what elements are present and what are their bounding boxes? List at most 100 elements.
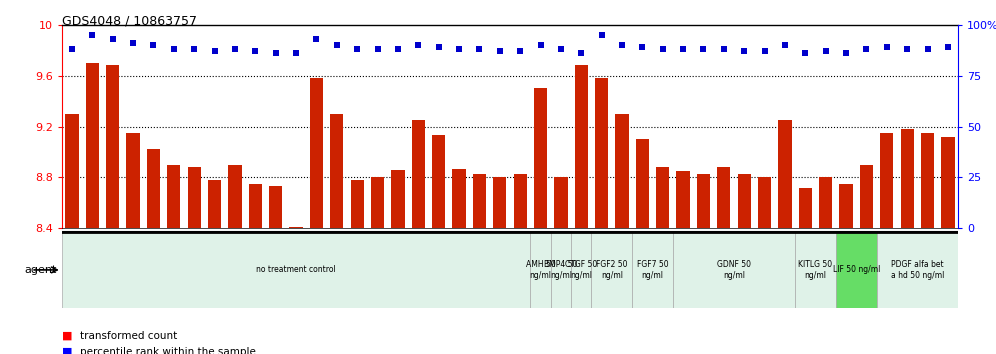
Bar xyxy=(411,120,425,228)
Bar xyxy=(717,167,730,228)
Point xyxy=(227,46,243,52)
Bar xyxy=(656,167,669,228)
Text: agent: agent xyxy=(24,265,57,275)
Bar xyxy=(371,177,384,228)
Point xyxy=(878,44,894,50)
Bar xyxy=(290,227,303,228)
Point xyxy=(370,46,385,52)
Bar xyxy=(571,232,592,308)
Text: FGF7 50
ng/ml: FGF7 50 ng/ml xyxy=(636,260,668,280)
Point xyxy=(64,46,80,52)
Text: GSM510050: GSM510050 xyxy=(760,230,769,276)
Bar xyxy=(66,114,79,228)
Text: GSM510040: GSM510040 xyxy=(374,230,382,276)
Point xyxy=(716,46,732,52)
Bar xyxy=(758,177,771,228)
Point xyxy=(553,46,569,52)
Point xyxy=(451,46,467,52)
Point xyxy=(471,46,487,52)
Text: GSM510060: GSM510060 xyxy=(902,230,911,276)
Point xyxy=(614,42,630,48)
Point xyxy=(675,46,691,52)
Text: GSM510032: GSM510032 xyxy=(210,230,219,276)
Text: GSM510052: GSM510052 xyxy=(678,230,687,276)
Point xyxy=(533,42,549,48)
Point xyxy=(839,50,855,56)
Bar xyxy=(632,232,673,308)
Point xyxy=(145,42,161,48)
Bar xyxy=(452,169,466,228)
Bar xyxy=(530,232,551,308)
Bar xyxy=(208,180,221,228)
Text: GSM509257: GSM509257 xyxy=(536,230,545,276)
Text: transformed count: transformed count xyxy=(80,331,177,341)
Text: GSM510029: GSM510029 xyxy=(149,230,158,276)
Bar xyxy=(554,177,568,228)
Point xyxy=(186,46,202,52)
Bar xyxy=(778,120,792,228)
Point xyxy=(492,48,508,54)
Bar xyxy=(836,232,876,308)
Point xyxy=(268,50,284,56)
Text: GSM510034: GSM510034 xyxy=(251,230,260,276)
Text: GSM510041: GSM510041 xyxy=(393,230,402,276)
Point xyxy=(899,46,915,52)
Text: GSM509259: GSM509259 xyxy=(577,230,586,276)
Point xyxy=(818,48,834,54)
Bar xyxy=(860,165,873,228)
Bar xyxy=(126,133,139,228)
Point xyxy=(206,48,222,54)
Text: GSM510028: GSM510028 xyxy=(128,230,137,276)
Bar xyxy=(880,133,893,228)
Bar xyxy=(840,184,853,228)
Point xyxy=(919,46,935,52)
Point xyxy=(410,42,426,48)
Text: GSM510038: GSM510038 xyxy=(333,230,342,276)
Bar xyxy=(514,173,527,228)
Text: GSM510063: GSM510063 xyxy=(598,230,607,276)
Text: GSM509254: GSM509254 xyxy=(68,230,77,276)
Point xyxy=(247,48,263,54)
Text: GSM510045: GSM510045 xyxy=(475,230,484,276)
Text: GSM510037: GSM510037 xyxy=(312,230,321,276)
Text: GSM510043: GSM510043 xyxy=(434,230,443,276)
Text: GDS4048 / 10863757: GDS4048 / 10863757 xyxy=(62,14,197,27)
Point xyxy=(105,36,121,42)
Text: GSM510036: GSM510036 xyxy=(292,230,301,276)
Point xyxy=(512,48,528,54)
Point xyxy=(695,46,711,52)
Text: GSM510057: GSM510057 xyxy=(842,230,851,276)
Bar xyxy=(575,65,588,228)
Text: GSM510053: GSM510053 xyxy=(699,230,708,276)
Bar xyxy=(819,177,833,228)
Text: GSM510039: GSM510039 xyxy=(353,230,362,276)
Text: GSM510054: GSM510054 xyxy=(781,230,790,276)
Bar xyxy=(795,232,836,308)
Text: percentile rank within the sample: percentile rank within the sample xyxy=(80,347,256,354)
Bar xyxy=(595,78,609,228)
Text: GSM510033: GSM510033 xyxy=(230,230,239,276)
Bar xyxy=(106,65,120,228)
Text: GSM510058: GSM510058 xyxy=(862,230,871,276)
Point xyxy=(798,50,814,56)
Text: GSM510047: GSM510047 xyxy=(516,230,525,276)
Text: GSM510031: GSM510031 xyxy=(189,230,198,276)
Bar xyxy=(249,184,262,228)
Text: no treatment control: no treatment control xyxy=(256,266,336,274)
Text: LIF 50 ng/ml: LIF 50 ng/ml xyxy=(833,266,880,274)
Text: GSM510030: GSM510030 xyxy=(169,230,178,276)
Text: PDGF alfa bet
a hd 50 ng/ml: PDGF alfa bet a hd 50 ng/ml xyxy=(890,260,944,280)
Bar xyxy=(146,149,160,228)
Text: GSM510062: GSM510062 xyxy=(943,230,952,276)
Bar xyxy=(876,232,958,308)
Text: GSM510044: GSM510044 xyxy=(454,230,463,276)
Point xyxy=(390,46,406,52)
Bar xyxy=(269,186,282,228)
Text: GSM510059: GSM510059 xyxy=(882,230,891,276)
Text: GSM510035: GSM510035 xyxy=(271,230,280,276)
Text: GSM510046: GSM510046 xyxy=(495,230,504,276)
Text: GSM510042: GSM510042 xyxy=(413,230,422,276)
Point xyxy=(757,48,773,54)
Bar xyxy=(635,139,649,228)
Bar xyxy=(62,232,530,308)
